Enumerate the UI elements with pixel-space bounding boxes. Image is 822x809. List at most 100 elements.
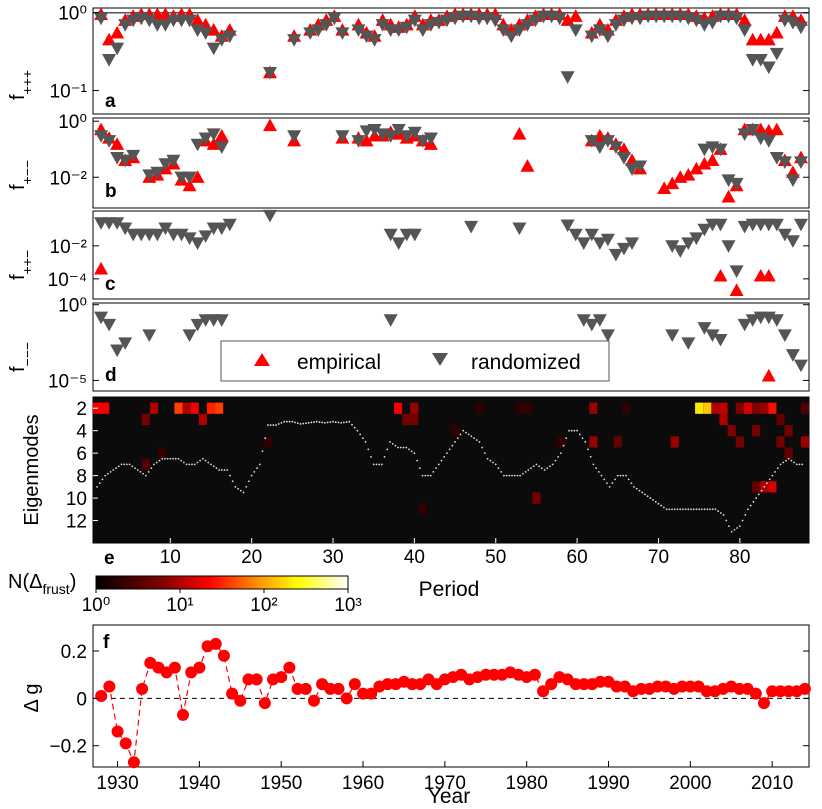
panel-d-randomized-point	[705, 329, 720, 343]
heatmap-dot	[272, 424, 275, 426]
panel-e-ytick-label: 4	[76, 422, 87, 443]
panel-c-randomized-point	[174, 228, 189, 242]
panel-d-randomized-point	[793, 359, 808, 373]
panel-a-randomized-point	[375, 19, 390, 32]
panel-d-ytick-label: 10⁰	[58, 296, 87, 317]
heatmap-dot	[229, 474, 231, 477]
panel-b-randomized-point	[633, 160, 648, 174]
heatmap-dot	[540, 467, 543, 470]
heatmap-dot	[546, 467, 549, 470]
heatmap-dot	[611, 482, 614, 485]
panel-c-empirical-point	[713, 268, 728, 282]
heatmap-dot	[511, 474, 513, 477]
panel-f-xtick-label: 1990	[587, 773, 629, 794]
heatmap-dot	[719, 512, 722, 514]
panel-c-randomized-point	[721, 240, 736, 253]
legend: empirical randomized	[220, 340, 610, 382]
panel-f-point	[234, 694, 247, 707]
heatmap-dot	[589, 455, 592, 458]
heatmap-dot	[649, 497, 652, 499]
heatmap-dot	[305, 422, 307, 425]
heatmap-dot	[424, 474, 427, 477]
panel-d-randomized-point	[142, 329, 157, 343]
heatmap-dot	[201, 457, 204, 460]
heatmap-dot	[619, 474, 622, 477]
heatmap-dot	[427, 474, 429, 477]
heatmap-dot	[112, 469, 115, 471]
colorbar-label: N(Δfrust)	[8, 571, 76, 597]
panel-c-empirical-point	[729, 283, 744, 296]
heatmap-dot	[109, 470, 112, 473]
heatmap-dot	[120, 463, 123, 466]
heatmap-dot	[131, 465, 134, 468]
heatmap-dot	[234, 485, 237, 488]
heatmap-dot	[191, 463, 193, 466]
panel-c-randomized-point	[198, 230, 213, 243]
panel-c-ytick-label: 10⁻²	[50, 237, 88, 258]
heatmap-dot	[576, 429, 579, 432]
panel-d-frame	[92, 302, 810, 392]
heatmap-dot	[334, 421, 337, 423]
panel-b-empirical-point	[214, 128, 229, 142]
heatmap-dot	[755, 497, 758, 499]
heatmap-dot	[709, 508, 711, 511]
panel-a-randomized-point	[729, 12, 744, 26]
panel-a-randomized-point	[633, 12, 648, 26]
heatmap-dot	[421, 474, 424, 477]
heatmap-dot	[155, 461, 158, 464]
heatmap-dot	[774, 470, 776, 473]
heatmap-cell	[394, 402, 403, 414]
panel-b-randomized-point	[287, 130, 302, 143]
heatmap-cell	[158, 447, 167, 459]
heatmap-dot	[172, 457, 174, 460]
heatmap-dot	[646, 495, 649, 498]
panel-a-empirical-point	[206, 22, 221, 36]
panel-d: 10⁰ 10⁻⁵ d f−−−	[7, 296, 810, 392]
heatmap-dot	[98, 482, 101, 485]
panel-f-point	[275, 671, 288, 684]
heatmap-dot	[126, 463, 128, 466]
heatmap-dot	[204, 459, 207, 462]
panel-c-randomized-point	[600, 233, 615, 247]
panel-f-point	[307, 694, 320, 707]
panel-b-ylabel: f+−−	[7, 160, 35, 190]
panel-b-empirical-point	[182, 178, 197, 192]
panel-b-randomized-point	[142, 169, 157, 183]
heatmap-dot	[532, 465, 535, 468]
heatmap-dot	[790, 459, 793, 462]
panel-a-randomized-point	[504, 30, 519, 44]
heatmap-dot	[96, 485, 98, 488]
heatmap-dot	[635, 487, 638, 490]
heatmap-cell	[206, 402, 216, 414]
panel-b-empirical-point	[110, 137, 125, 150]
panel-b-randomized-point	[584, 135, 599, 148]
panel-b-randomized-point	[745, 124, 760, 137]
panel-a-randomized-point	[158, 19, 173, 32]
heatmap-cell	[735, 402, 744, 414]
heatmap-dot	[451, 444, 454, 447]
heatmap-dot	[700, 508, 703, 511]
panel-a-randomized-point	[761, 61, 776, 75]
heatmap-dot	[161, 457, 164, 460]
panel-f-point	[299, 682, 312, 695]
heatmap-dot	[340, 421, 343, 424]
panel-f-xtick-label: 1930	[96, 773, 138, 794]
heatmap-cell	[621, 402, 630, 414]
legend-empirical-label: empirical	[297, 351, 381, 374]
panel-b-empirical-point	[616, 142, 631, 155]
heatmap-dot	[595, 467, 597, 470]
heatmap-dot	[429, 474, 432, 477]
heatmap-dot	[625, 474, 627, 477]
heatmap-dot	[250, 474, 253, 477]
panel-a-randomized-point	[785, 16, 800, 30]
heatmap-cell	[613, 436, 622, 448]
heatmap-dot	[207, 461, 210, 464]
panel-f-point	[348, 678, 361, 691]
panel-a-randomized-point	[222, 30, 237, 44]
panel-a-randomized-point	[359, 30, 374, 44]
panel-b-randomized-point	[407, 126, 422, 140]
heatmap-dot	[521, 472, 524, 475]
panel-e-xtick-label: 10	[160, 547, 181, 568]
heatmap-dot	[405, 446, 408, 449]
